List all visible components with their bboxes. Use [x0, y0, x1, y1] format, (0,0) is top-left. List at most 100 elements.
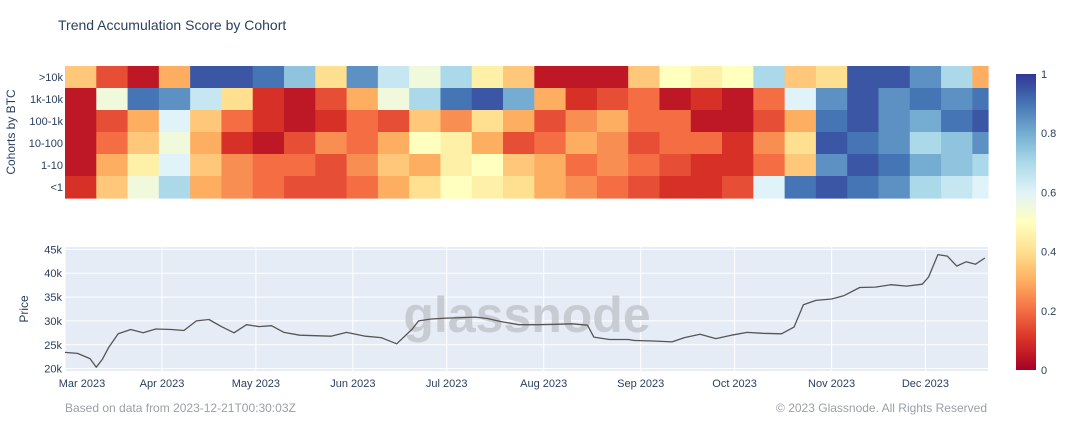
heatmap-cell [815, 88, 848, 111]
price-x-ticks: Mar 2023 Apr 2023 May 2023 Jun 2023 Jul 2023… [59, 378, 949, 390]
heatmap-cell [471, 110, 504, 133]
heatmap-cell [158, 110, 191, 133]
watermark: glassnode [403, 287, 650, 343]
heatmap-cell [534, 176, 567, 199]
heatmap-y-axis-label: Cohorts by BTC [4, 89, 18, 175]
colorbar-tick-label: 0.2 [1041, 306, 1056, 318]
heatmap-cell [534, 132, 567, 155]
price-y-axis-label: Price [17, 295, 31, 323]
heatmap-cell [628, 110, 661, 133]
heatmap-cell [284, 154, 316, 177]
colorbar-tick-label: 0.4 [1041, 247, 1056, 259]
heatmap-cell [784, 154, 817, 177]
heatmap-row-label: 100-1k [29, 116, 63, 128]
heatmap-cell [221, 154, 254, 177]
heatmap-cell [190, 176, 223, 199]
footer-data-source: Based on data from 2023-12-21T00:30:03Z [65, 401, 296, 415]
heatmap-cell [909, 66, 942, 89]
heatmap-cell [440, 132, 473, 155]
heatmap-cell [252, 66, 285, 89]
heatmap-row-label: 1k-10k [30, 94, 64, 106]
heatmap-cell [377, 88, 410, 111]
heatmap-cell [784, 176, 817, 199]
heatmap-cell [784, 132, 817, 155]
heatmap-cell [127, 176, 160, 199]
price-x-tick-label: Jul 2023 [426, 378, 468, 390]
heatmap-row-label: >10k [39, 72, 64, 84]
heatmap-cell [315, 110, 348, 133]
heatmap-cell [471, 176, 504, 199]
heatmap-cell [284, 88, 316, 111]
heatmap-cell [659, 154, 692, 177]
heatmap-cell [659, 66, 692, 89]
heatmap-cell [565, 110, 598, 133]
heatmap-cell [941, 176, 973, 199]
price-plot-background [65, 247, 988, 371]
heatmap-cell [440, 154, 473, 177]
footer-copyright: © 2023 Glassnode. All Rights Reserved [776, 401, 987, 415]
colorbar-tick-label: 0.6 [1041, 187, 1056, 199]
price-x-tick-label: Oct 2023 [712, 378, 757, 390]
heatmap-cell [440, 176, 473, 199]
heatmap-cell [628, 132, 661, 155]
heatmap-cell [565, 66, 598, 89]
heatmap-cell [909, 88, 942, 111]
heatmap-cell [284, 132, 316, 155]
heatmap-cell [784, 110, 817, 133]
heatmap-cell [815, 110, 848, 133]
heatmap-cell [878, 110, 911, 133]
heatmap-cell [409, 110, 442, 133]
heatmap-cell [96, 110, 129, 133]
heatmap-cell [972, 132, 989, 155]
heatmap-cell [158, 154, 191, 177]
price-y-tick-label: 25k [44, 340, 62, 352]
heatmap-cell [315, 154, 348, 177]
heatmap-cell [815, 154, 848, 177]
colorbar-tick-label: 0 [1041, 365, 1047, 377]
heatmap-cell [346, 66, 379, 89]
heatmap-cell [722, 110, 754, 133]
heatmap-cell [315, 176, 348, 199]
heatmap-cell [440, 66, 473, 89]
heatmap-cell [878, 132, 911, 155]
heatmap-cell [753, 132, 786, 155]
heatmap-cell [659, 132, 692, 155]
heatmap-cell [628, 88, 661, 111]
heatmap-cell [565, 154, 598, 177]
heatmap-cell [690, 176, 723, 199]
heatmap-cell [596, 132, 629, 155]
heatmap-cell [127, 110, 160, 133]
heatmap-row-label: 10-100 [29, 138, 63, 150]
heatmap-cell [847, 88, 880, 111]
heatmap-cell [659, 88, 692, 111]
heatmap-cell [565, 132, 598, 155]
heatmap-cell [753, 66, 786, 89]
heatmap-cell [96, 132, 129, 155]
heatmap-cell [972, 88, 989, 111]
heatmap-cell [252, 132, 285, 155]
heatmap-cell [346, 154, 379, 177]
heatmap-cell [377, 66, 410, 89]
heatmap-cell [847, 154, 880, 177]
price-y-tick-label: 45k [44, 244, 62, 256]
price-y-tick-label: 30k [44, 316, 62, 328]
heatmap-cell [503, 88, 535, 111]
heatmap-cell [878, 66, 911, 89]
heatmap-row-label: <1 [50, 182, 63, 194]
colorbar [1016, 74, 1036, 370]
heatmap-cell [565, 88, 598, 111]
heatmap-cell [503, 154, 535, 177]
heatmap-cells [65, 66, 989, 199]
heatmap-cell [127, 66, 160, 89]
heatmap-cell [409, 66, 442, 89]
heatmap-cell [377, 154, 410, 177]
heatmap-cell [534, 88, 567, 111]
heatmap-cell [346, 88, 379, 111]
heatmap-cell [284, 110, 316, 133]
price-x-tick-label: Nov 2023 [808, 378, 855, 390]
heatmap-cell [65, 176, 97, 199]
heatmap-cell [753, 110, 786, 133]
heatmap-cell [596, 110, 629, 133]
price-x-tick-label: Jun 2023 [330, 378, 375, 390]
